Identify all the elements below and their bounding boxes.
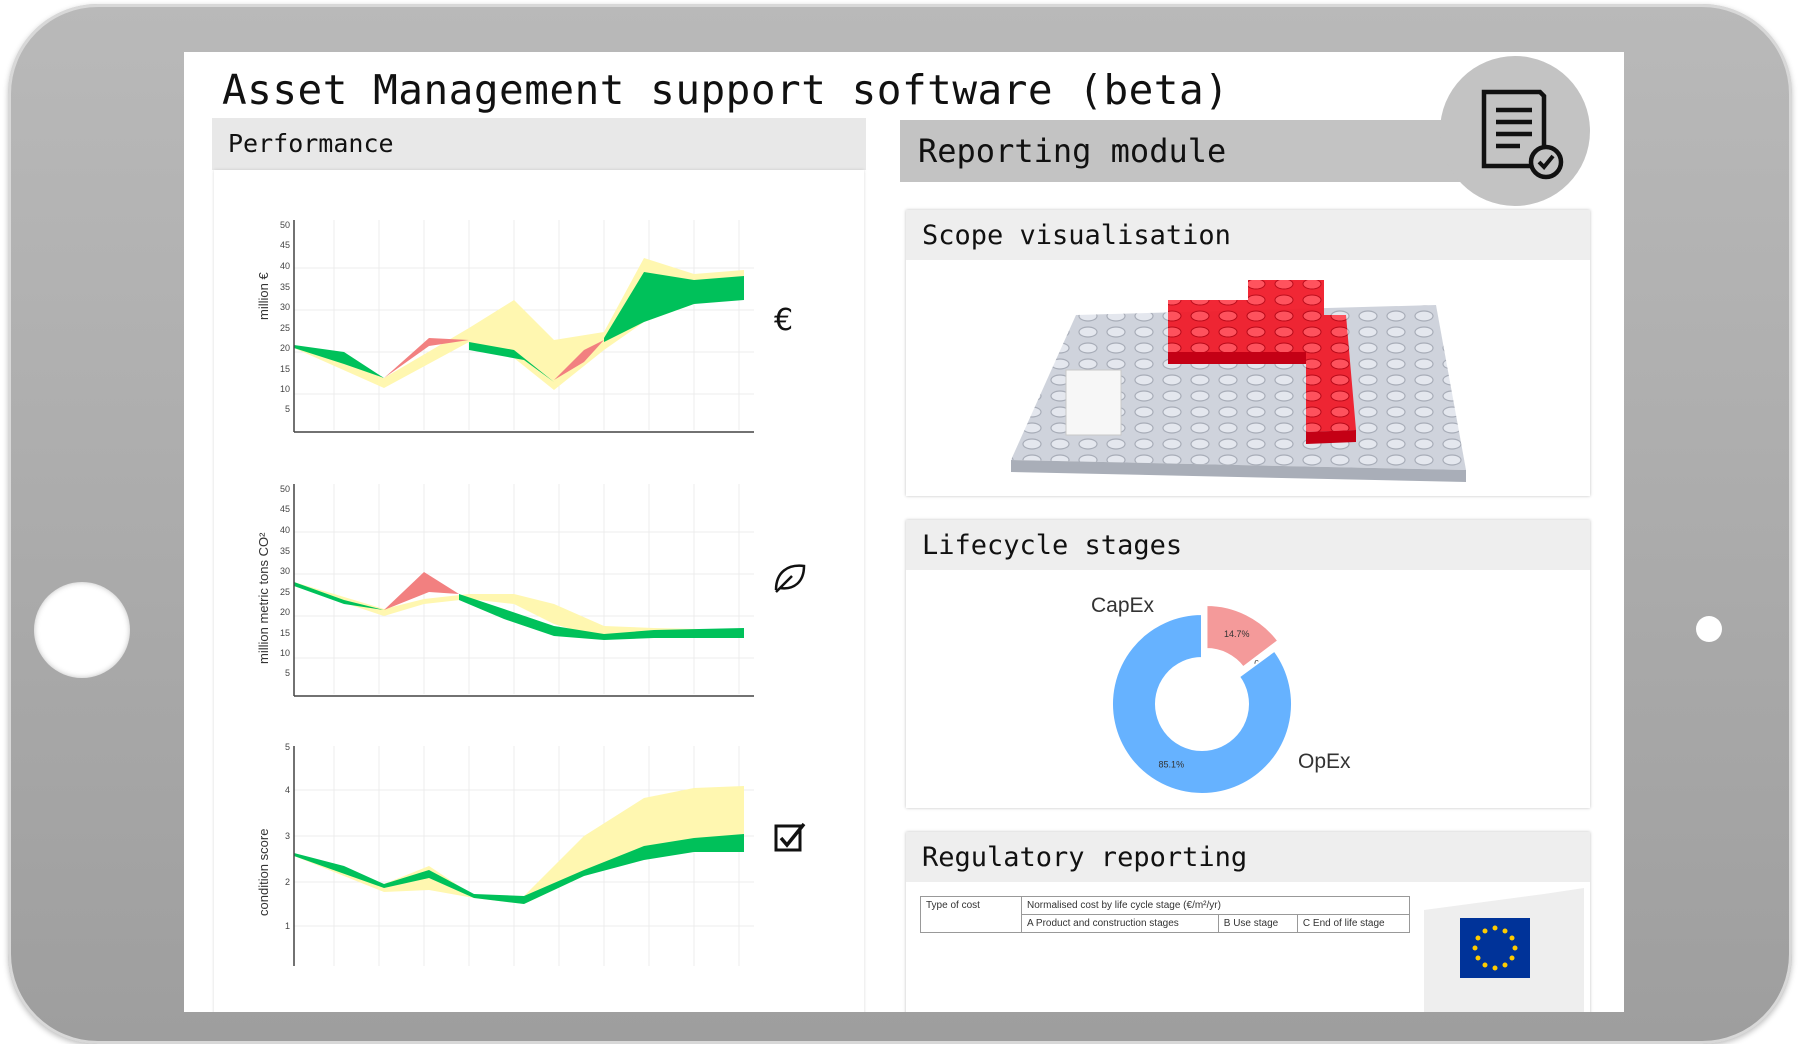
- pie-slice: [1111, 612, 1293, 795]
- y-axis-label: million €: [256, 272, 271, 320]
- lifecycle-card-header: Lifecycle stages: [906, 520, 1590, 570]
- y-tick: 50: [280, 484, 290, 494]
- lifecycle-pie-chart: 14.7%CapEx0.2%85.1%OpEx: [1091, 594, 1351, 795]
- y-tick: 15: [280, 628, 290, 638]
- y-tick: 5: [285, 668, 290, 678]
- scope-card: Scope visualisation: [906, 210, 1590, 496]
- y-tick: 15: [280, 364, 290, 374]
- y-tick: 20: [280, 343, 290, 353]
- camera-dot: [1696, 616, 1722, 642]
- emissions-chart: 5 10 15 20 25 30 35 40 45 50 million met…: [254, 464, 874, 704]
- y-tick: 45: [280, 504, 290, 514]
- scope-title: Scope visualisation: [922, 220, 1231, 251]
- y-tick: 30: [280, 302, 290, 312]
- regulatory-card-header: Regulatory reporting: [906, 832, 1590, 882]
- euro-icon: €: [774, 303, 793, 338]
- pie-value-label: 14.7%: [1224, 629, 1250, 639]
- y-tick: 35: [280, 282, 290, 292]
- y-tick: 40: [280, 261, 290, 271]
- y-axis-label: condition score: [256, 829, 271, 916]
- scope-3d-model: [1011, 280, 1466, 482]
- pie-slice: [1205, 604, 1280, 669]
- y-tick: 2: [285, 877, 290, 887]
- pie-value-label: 85.1%: [1159, 760, 1185, 770]
- y-tick: 10: [280, 648, 290, 658]
- y-tick: 45: [280, 240, 290, 250]
- y-tick: 10: [280, 384, 290, 394]
- regulatory-table: Type of cost Normalised cost by life cyc…: [920, 896, 1411, 933]
- y-tick: 30: [280, 566, 290, 576]
- y-tick: 3: [285, 831, 290, 841]
- home-button[interactable]: [34, 582, 130, 678]
- y-tick: 50: [280, 220, 290, 230]
- cost-chart: 5 10 15 20 25 30 35 40 45 50 million € €: [254, 200, 874, 440]
- table-subheader: C End of life stage: [1296, 914, 1411, 933]
- regulatory-title: Regulatory reporting: [922, 842, 1248, 873]
- leaf-icon: [774, 564, 806, 593]
- regulatory-card: Regulatory reporting Type of cost Normal…: [906, 832, 1590, 1012]
- y-tick: 20: [280, 607, 290, 617]
- pie-category-label: OpEx: [1298, 750, 1351, 773]
- checkbox-icon: [774, 822, 806, 852]
- y-tick: 25: [280, 323, 290, 333]
- table-header-normalised: Normalised cost by life cycle stage (€/m…: [1021, 896, 1410, 915]
- reporting-title: Reporting module: [918, 132, 1227, 170]
- table-subheader: B Use stage: [1217, 914, 1298, 933]
- app-screen: Asset Management support software (beta)…: [184, 52, 1624, 1012]
- performance-panel: 5 10 15 20 25 30 35 40 45 50 million € €: [214, 170, 864, 1012]
- lifecycle-card: Lifecycle stages 14.7%CapEx0.2%85.1%OpEx: [906, 520, 1590, 808]
- table-header-type: Type of cost: [920, 896, 1022, 933]
- y-tick: 5: [285, 404, 290, 414]
- y-axis-label: million metric tons CO²: [256, 532, 271, 664]
- reporting-header: Reporting module: [900, 120, 1520, 182]
- pie-category-label: CapEx: [1091, 594, 1155, 617]
- y-tick: 25: [280, 587, 290, 597]
- performance-header: Performance: [212, 118, 866, 170]
- eu-flag-logo: [1424, 888, 1584, 1012]
- table-subheader: A Product and construction stages: [1021, 914, 1219, 933]
- y-tick: 1: [285, 921, 290, 931]
- lifecycle-title: Lifecycle stages: [922, 530, 1183, 561]
- report-check-icon[interactable]: [1440, 56, 1590, 206]
- y-tick: 35: [280, 546, 290, 556]
- app-title: Asset Management support software (beta): [222, 66, 1230, 114]
- y-tick: 5: [285, 742, 290, 752]
- condition-chart: 1 2 3 4 5 condition score: [254, 726, 874, 966]
- performance-title: Performance: [228, 129, 394, 158]
- y-tick: 4: [285, 785, 290, 795]
- y-tick: 40: [280, 525, 290, 535]
- scope-card-header: Scope visualisation: [906, 210, 1590, 260]
